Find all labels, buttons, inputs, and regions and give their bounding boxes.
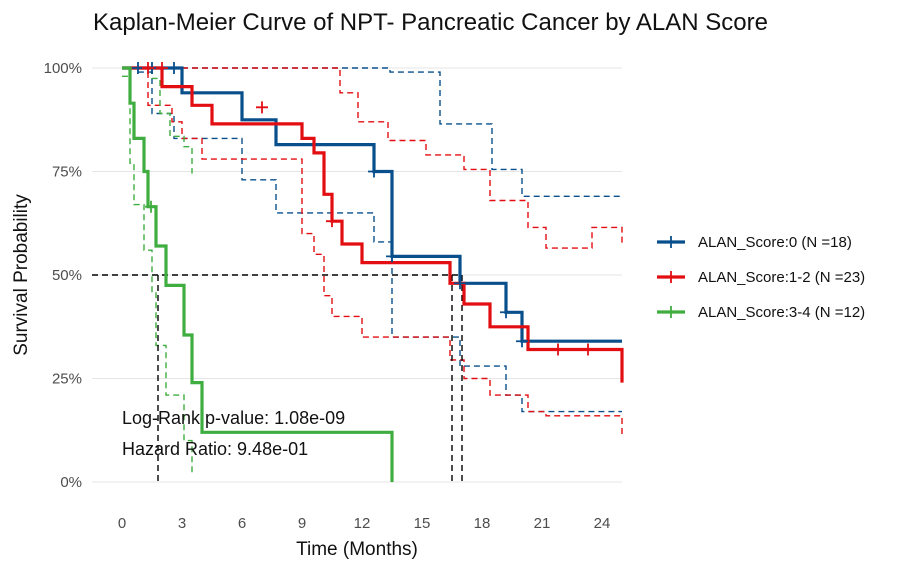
x-axis-ticks: 0 3 6 9 12 15 18 21 24 (118, 515, 611, 532)
legend-censor-mark-2 (665, 306, 677, 318)
x-tick-label: 3 (178, 515, 186, 532)
y-tick-label: 100% (44, 60, 82, 77)
legend-label-2: ALAN_Score:3-4 (N =12) (698, 304, 865, 321)
censor-mark-series-2 (145, 200, 157, 213)
x-axis-label: Time (Months) (296, 539, 418, 560)
y-tick-label: 0% (60, 474, 82, 491)
censor-mark-series-0 (454, 277, 466, 290)
x-tick-label: 18 (474, 515, 491, 532)
ci-lower-series-0 (122, 67, 622, 413)
x-tick-label: 0 (118, 515, 126, 532)
survival-curve-series-1 (122, 66, 624, 383)
ci-upper-series-0 (122, 67, 622, 197)
survival-curve-series-0 (122, 66, 622, 343)
censor-mark-series-1 (142, 62, 154, 74)
censor-mark-series-0 (386, 250, 398, 263)
censor-mark-series-0 (168, 62, 180, 74)
legend-censor-mark-1 (665, 271, 677, 283)
ci-lower-series-2 (122, 75, 193, 474)
survival-curve-series-2 (122, 66, 394, 482)
x-tick-label: 9 (298, 515, 306, 532)
censor-mark-series-1 (256, 101, 268, 114)
censor-marks (132, 62, 594, 356)
censor-mark-series-0 (516, 335, 528, 348)
censor-mark-series-0 (500, 306, 512, 319)
confidence-intervals (122, 67, 623, 474)
x-tick-label: 12 (354, 515, 371, 532)
censor-mark-series-1 (326, 215, 338, 228)
annotation-1: Hazard Ratio: 9.48e-01 (122, 439, 308, 459)
censor-mark-series-1 (552, 343, 564, 356)
ci-upper-series-1 (122, 67, 623, 249)
x-tick-label: 6 (238, 515, 246, 532)
x-tick-label: 24 (594, 515, 611, 532)
ci-lower-series-1 (122, 67, 623, 437)
y-tick-label: 50% (52, 267, 82, 284)
censor-mark-series-1 (582, 343, 594, 356)
y-axis-label: Survival Probability (11, 194, 32, 356)
legend: ALAN_Score:0 (N =18) ALAN_Score:1-2 (N =2… (657, 234, 865, 321)
y-tick-label: 25% (52, 371, 82, 388)
annotation-0: Log-Rank p-value: 1.08e-09 (122, 408, 345, 428)
censor-mark-series-0 (368, 165, 380, 178)
legend-label-1: ALAN_Score:1-2 (N =23) (698, 269, 865, 286)
x-tick-label: 15 (414, 515, 431, 532)
chart-title: Kaplan-Meier Curve of NPT- Pancreatic Ca… (93, 9, 768, 36)
x-tick-label: 21 (534, 515, 551, 532)
y-tick-label: 75% (52, 164, 82, 181)
ci-upper-series-2 (122, 67, 193, 174)
legend-censor-mark-0 (665, 236, 677, 248)
annotations: Log-Rank p-value: 1.08e-09 Hazard Ratio: … (122, 408, 345, 459)
legend-label-0: ALAN_Score:0 (N =18) (698, 234, 852, 251)
median-reference-lines (92, 274, 463, 482)
censor-mark-series-1 (156, 62, 168, 74)
y-axis-ticks: 0% 25% 50% 75% 100% (44, 60, 82, 491)
